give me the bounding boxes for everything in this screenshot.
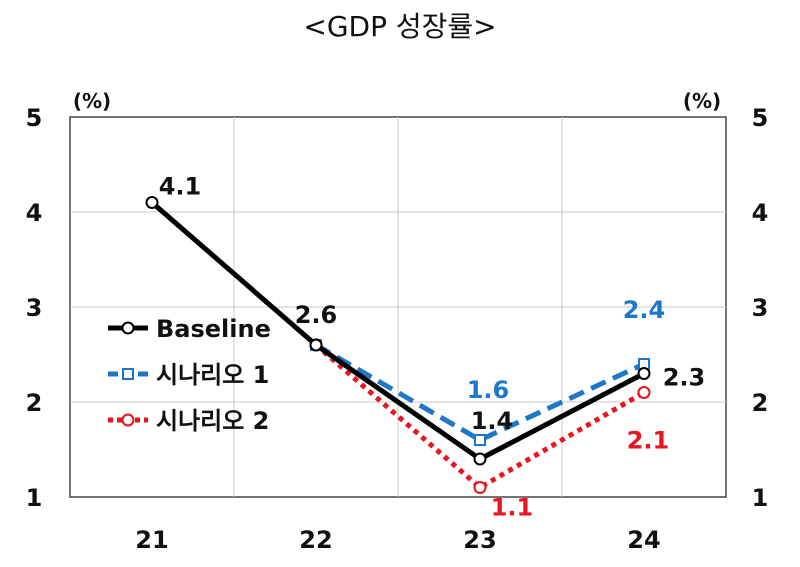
y-tick-label-right: 3 <box>752 294 769 322</box>
y-tick-label-right: 5 <box>752 104 769 132</box>
x-tick-label: 21 <box>135 526 168 554</box>
legend-marker-2 <box>121 413 135 427</box>
series-marker-2 <box>473 481 487 494</box>
y-tick-label-left: 2 <box>26 389 43 417</box>
legend-marker-1 <box>122 368 134 380</box>
series-marker-0 <box>473 452 487 466</box>
right-y-axis: 1 2 3 4 5 <box>752 104 769 512</box>
series-line-2 <box>314 343 646 490</box>
grid-lines <box>70 117 726 497</box>
x-tick-label: 23 <box>463 526 496 554</box>
x-tick-label: 24 <box>627 526 660 554</box>
y-tick-label-left: 1 <box>26 484 43 512</box>
series-marker-2 <box>637 386 651 399</box>
series-line-1 <box>314 342 646 443</box>
y-tick-label-left: 5 <box>26 104 43 132</box>
data-label: 1.6 <box>467 376 510 404</box>
legend-label-2: 시나리오 2 <box>156 407 269 435</box>
series-marker-0 <box>309 338 323 352</box>
data-label: 2.4 <box>623 296 666 324</box>
y-tick-label-left: 4 <box>26 199 43 227</box>
legend: Baseline 시나리오 1 시나리오 2 <box>108 315 271 435</box>
data-label: 2.3 <box>663 364 706 392</box>
legend-label-0: Baseline <box>156 315 271 343</box>
series-line-0 <box>150 200 646 462</box>
right-axis-unit: (%) <box>683 89 721 113</box>
series-marker-1 <box>474 434 486 446</box>
chart-title: <GDP 성장률> <box>303 10 496 43</box>
y-tick-label-right: 1 <box>752 484 769 512</box>
series-group <box>145 196 651 494</box>
data-label: 2.6 <box>295 301 338 329</box>
y-tick-label-right: 4 <box>752 199 769 227</box>
data-label: 2.1 <box>627 427 670 455</box>
legend-label-1: 시나리오 1 <box>156 361 269 389</box>
x-tick-label: 22 <box>299 526 332 554</box>
left-axis-unit: (%) <box>73 89 111 113</box>
legend-marker-0 <box>121 321 135 335</box>
series-marker-0 <box>637 367 651 380</box>
y-tick-label-left: 3 <box>26 294 43 322</box>
y-tick-label-right: 2 <box>752 389 769 417</box>
data-labels: 4.1 2.6 1.4 2.3 1.6 2.4 1.1 2.1 <box>159 173 706 522</box>
data-label: 4.1 <box>159 173 202 201</box>
data-label: 1.1 <box>491 494 534 522</box>
series-marker-0 <box>145 196 159 209</box>
data-label: 1.4 <box>471 407 514 435</box>
x-axis: 21 22 23 24 <box>135 526 660 554</box>
left-y-axis: 1 2 3 4 5 <box>26 104 43 512</box>
